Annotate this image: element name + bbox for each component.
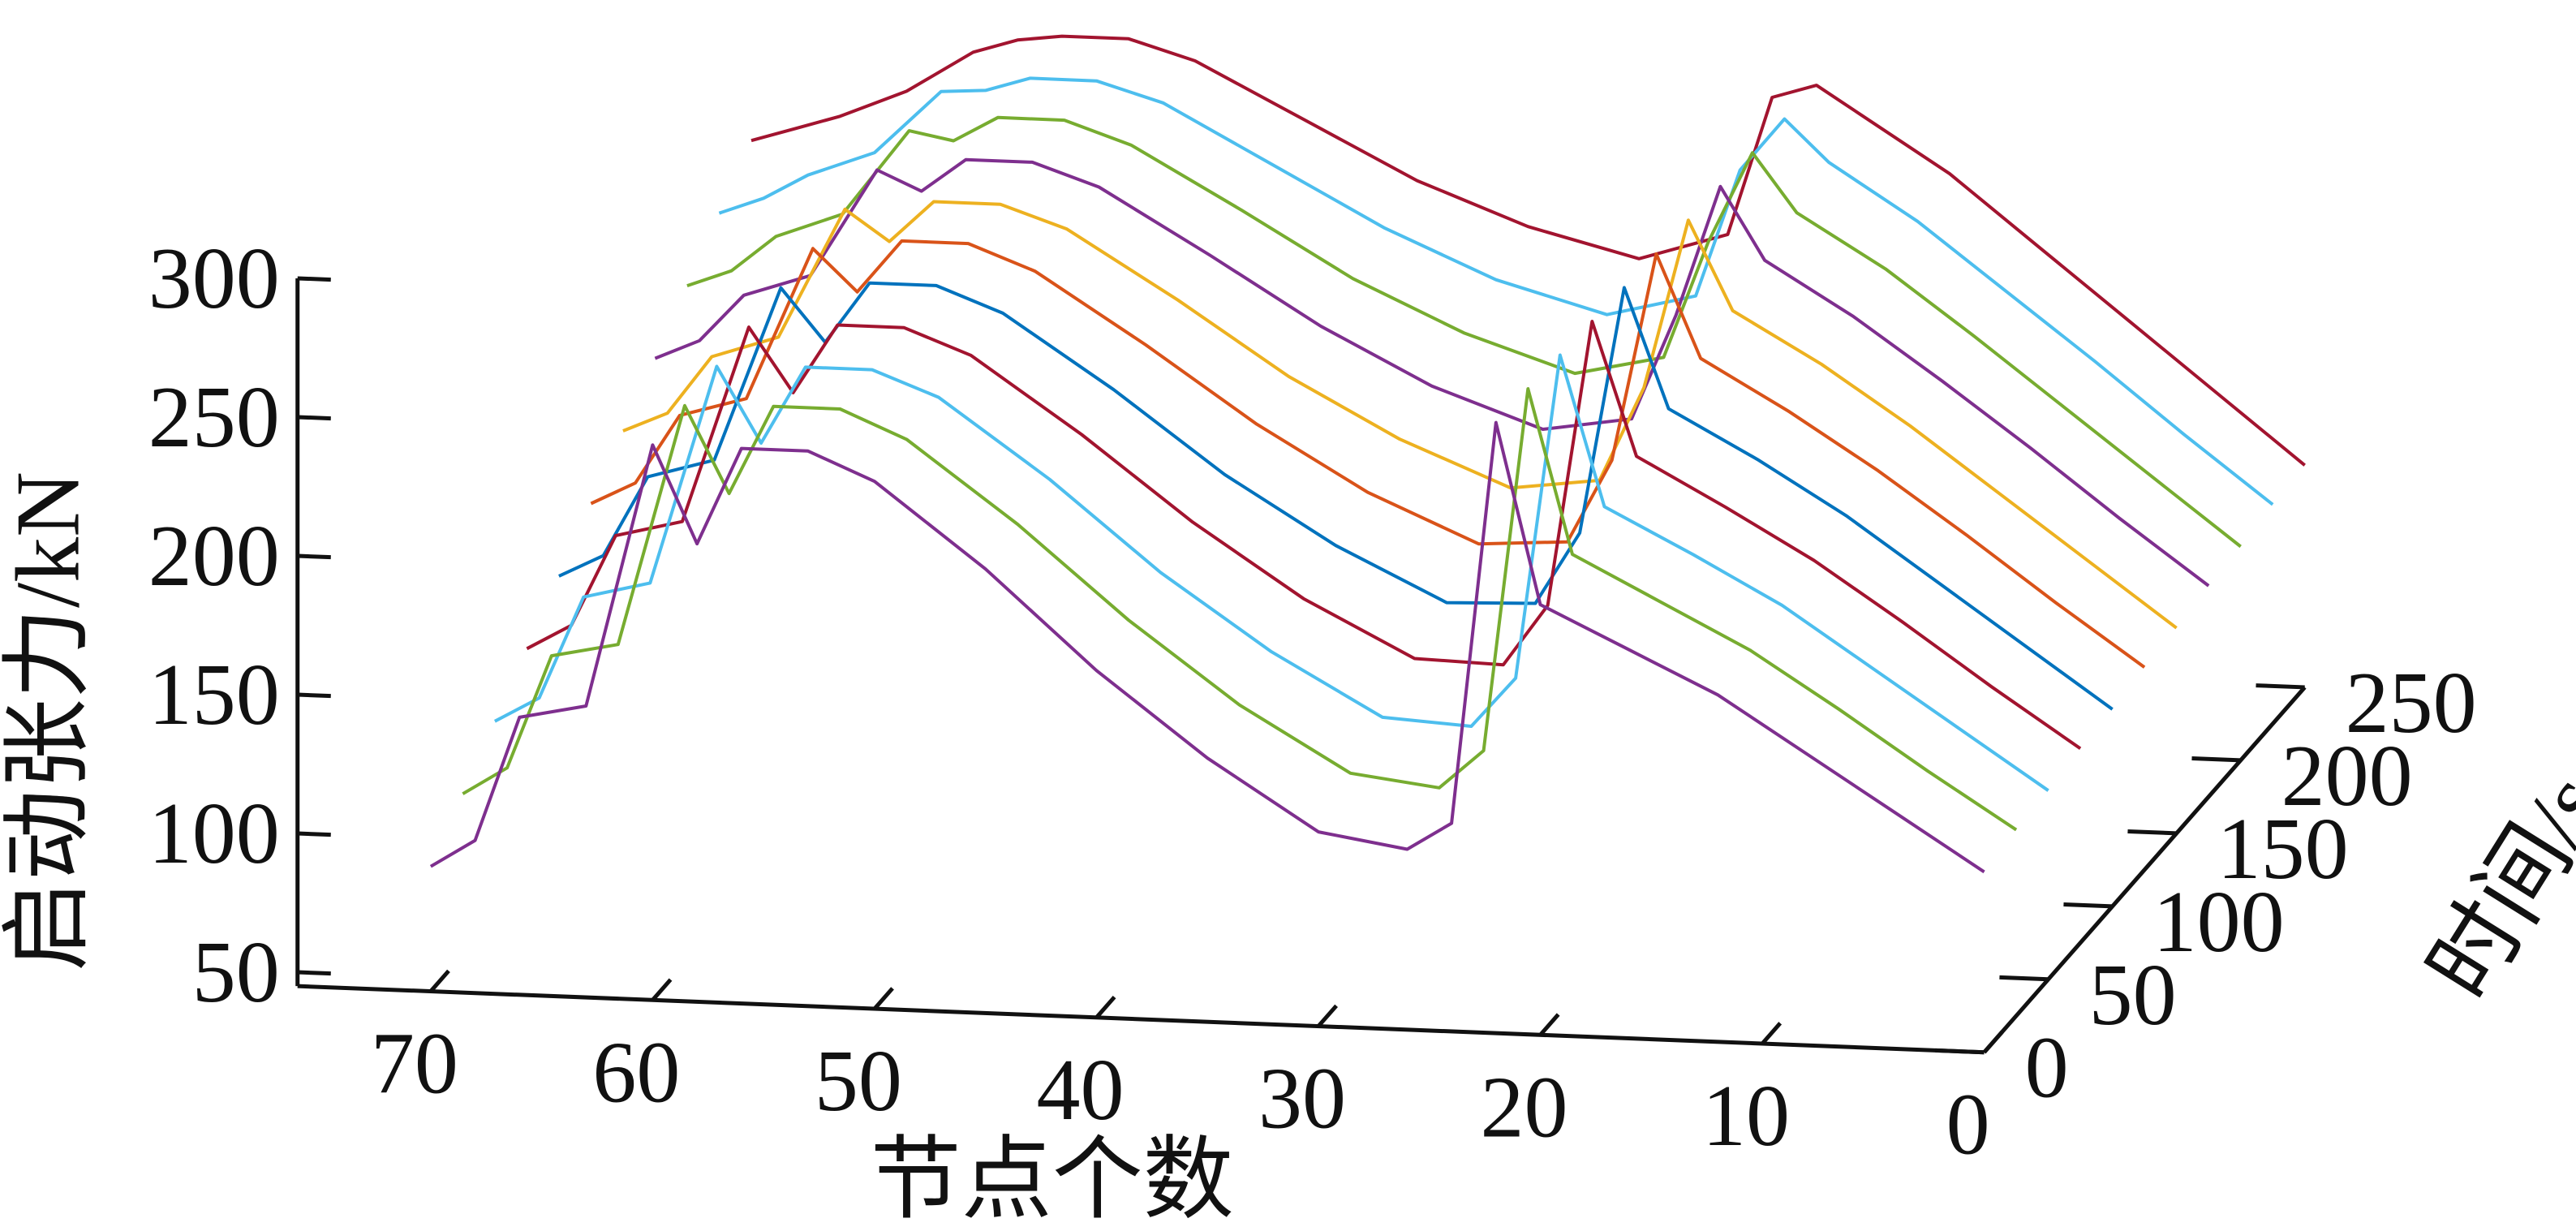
z-tick	[297, 831, 331, 837]
series-line	[462, 387, 2018, 832]
z-tick	[297, 692, 331, 699]
x-tick	[1761, 1022, 1783, 1045]
y-tick-label: 250	[2346, 655, 2477, 751]
x-tick	[1094, 995, 1116, 1019]
x-tick-label: 0	[1946, 1077, 1990, 1173]
z-tick-label: 50	[192, 924, 280, 1021]
y-tick	[2191, 756, 2241, 763]
x-tick	[1982, 1030, 2004, 1054]
series-line	[590, 239, 2146, 669]
y-tick-label: 100	[2153, 874, 2285, 971]
x-tick-label: 30	[1258, 1051, 1346, 1147]
y-tick-label: 50	[2089, 947, 2177, 1044]
z-tick-label: 200	[148, 508, 280, 605]
z-axis-title: 启动张力/kN	[0, 471, 99, 971]
series-line	[750, 34, 2306, 467]
y-tick	[1935, 1048, 1985, 1055]
x-axis-title: 节点个数	[871, 1130, 1234, 1227]
y-tick	[2127, 829, 2177, 836]
series-line	[429, 420, 1985, 874]
z-tick-label: 300	[148, 230, 280, 327]
y-tick	[2256, 683, 2305, 690]
x-tick	[873, 987, 894, 1010]
y-tick	[1999, 975, 2049, 982]
y-axis-title: 时间/s	[2410, 757, 2576, 1016]
x-tick	[1538, 1013, 1560, 1036]
x-tick-label: 60	[592, 1024, 680, 1121]
series-line	[622, 200, 2178, 630]
z-tick	[297, 276, 331, 282]
x-tick	[428, 969, 450, 993]
z-tick-label: 100	[148, 786, 280, 882]
x-tick-label: 10	[1702, 1068, 1790, 1165]
x-tick-label: 50	[815, 1033, 902, 1130]
series-line	[493, 353, 2049, 792]
x-axis	[297, 984, 1985, 1055]
y-axis	[1982, 686, 2307, 1054]
z-tick	[297, 553, 331, 560]
z-tick	[297, 415, 331, 421]
z-tick-label: 250	[148, 369, 280, 466]
series-line	[654, 157, 2210, 588]
y-tick-label: 150	[2217, 801, 2349, 898]
series-line	[526, 320, 2082, 751]
x-tick	[651, 978, 673, 1001]
z-tick	[297, 970, 331, 976]
x-tick-label: 40	[1036, 1042, 1124, 1139]
x-tick-label: 70	[371, 1016, 458, 1113]
y-tick	[2063, 902, 2113, 909]
z-tick-label: 150	[148, 647, 280, 743]
y-tick-label: 200	[2281, 728, 2413, 824]
series-line	[558, 281, 2114, 711]
x-tick	[1317, 1004, 1338, 1028]
y-tick-label: 0	[2025, 1020, 2069, 1117]
series-line	[718, 76, 2274, 506]
series-line	[686, 115, 2242, 549]
x-tick-label: 20	[1481, 1059, 1568, 1156]
